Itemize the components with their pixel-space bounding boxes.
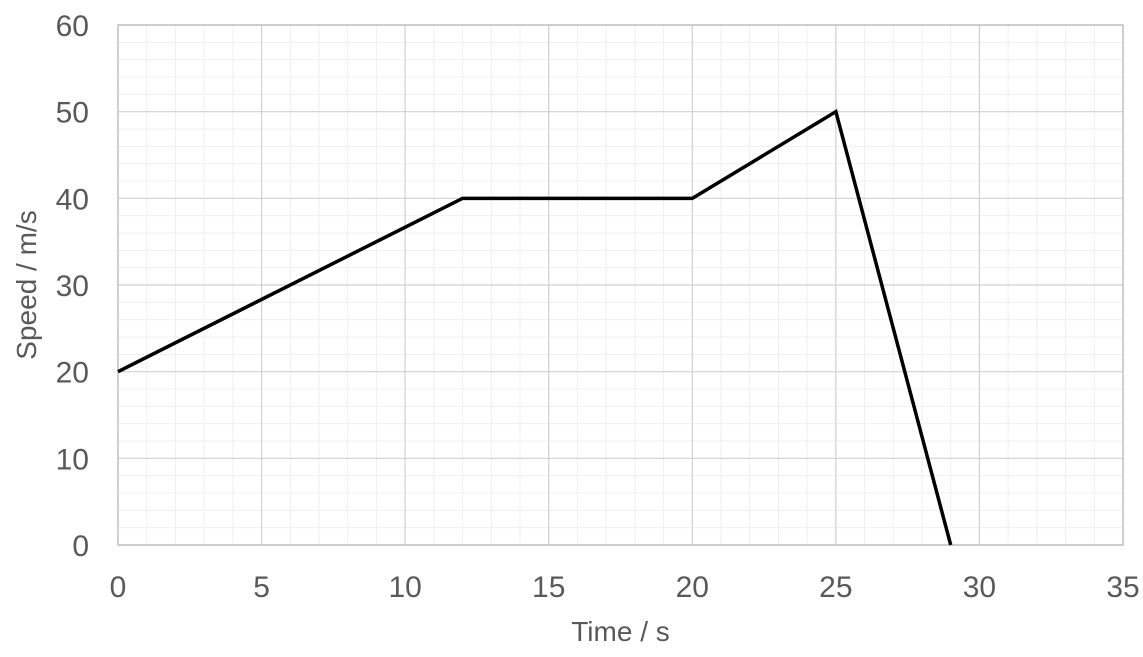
y-axis-title: Speed / m/s (11, 210, 42, 360)
y-tick-label-10: 10 (56, 443, 89, 476)
y-tick-label-60: 60 (56, 10, 89, 43)
x-tick-label-25: 25 (819, 571, 852, 604)
y-tick-label-20: 20 (56, 357, 89, 390)
x-tick-labels: 0 5 10 15 20 25 30 35 (110, 571, 1140, 604)
y-tick-label-40: 40 (56, 183, 89, 216)
y-tick-label-50: 50 (56, 97, 89, 130)
speed-polyline (117, 108, 953, 546)
major-gridlines (117, 24, 1124, 546)
y-tick-label-0: 0 (72, 530, 89, 563)
x-tick-label-10: 10 (388, 571, 421, 604)
x-axis-title: Time / s (571, 616, 670, 647)
x-tick-label-20: 20 (676, 571, 709, 604)
x-tick-label-30: 30 (963, 571, 996, 604)
x-tick-label-35: 35 (1106, 571, 1139, 604)
x-tick-label-0: 0 (110, 571, 127, 604)
x-tick-label-15: 15 (532, 571, 565, 604)
plot-border (117, 24, 1124, 546)
x-tick-label-5: 5 (253, 571, 270, 604)
y-tick-labels: 0 10 20 30 40 50 60 (56, 10, 89, 563)
y-tick-label-30: 30 (56, 270, 89, 303)
speed-line-series (117, 108, 953, 546)
